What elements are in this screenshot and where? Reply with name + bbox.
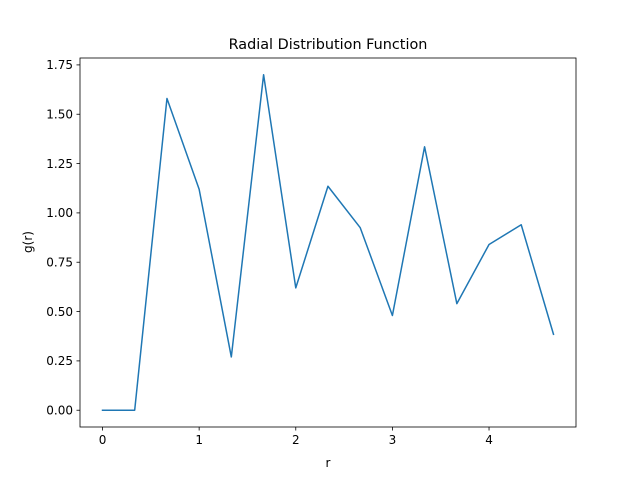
y-tick-label: 1.00 [46, 206, 73, 220]
y-tick-label: 0.25 [46, 354, 73, 368]
y-tick-label: 0.75 [46, 256, 73, 270]
x-tick-label: 2 [292, 433, 300, 447]
chart-title: Radial Distribution Function [229, 37, 428, 53]
x-tick-label: 1 [195, 433, 203, 447]
x-tick-label: 3 [389, 433, 397, 447]
series-line [101, 74, 555, 411]
x-axis: 0 1 2 3 4 [99, 427, 493, 447]
plot-area [101, 74, 555, 411]
axes-frame [79, 57, 577, 428]
y-tick-label: 0.50 [46, 305, 73, 319]
y-axis-label: g(r) [21, 231, 35, 253]
x-axis-label: r [326, 456, 331, 470]
y-tick-label: 0.00 [46, 404, 73, 418]
x-tick-label: 4 [485, 433, 493, 447]
y-axis: 0.00 0.25 0.50 0.75 1.00 1.25 1.50 1.75 [46, 58, 80, 418]
y-tick-label: 1.25 [46, 157, 73, 171]
y-tick-label: 1.50 [46, 108, 73, 122]
x-tick-label: 0 [99, 433, 107, 447]
y-tick-label: 1.75 [46, 58, 73, 72]
